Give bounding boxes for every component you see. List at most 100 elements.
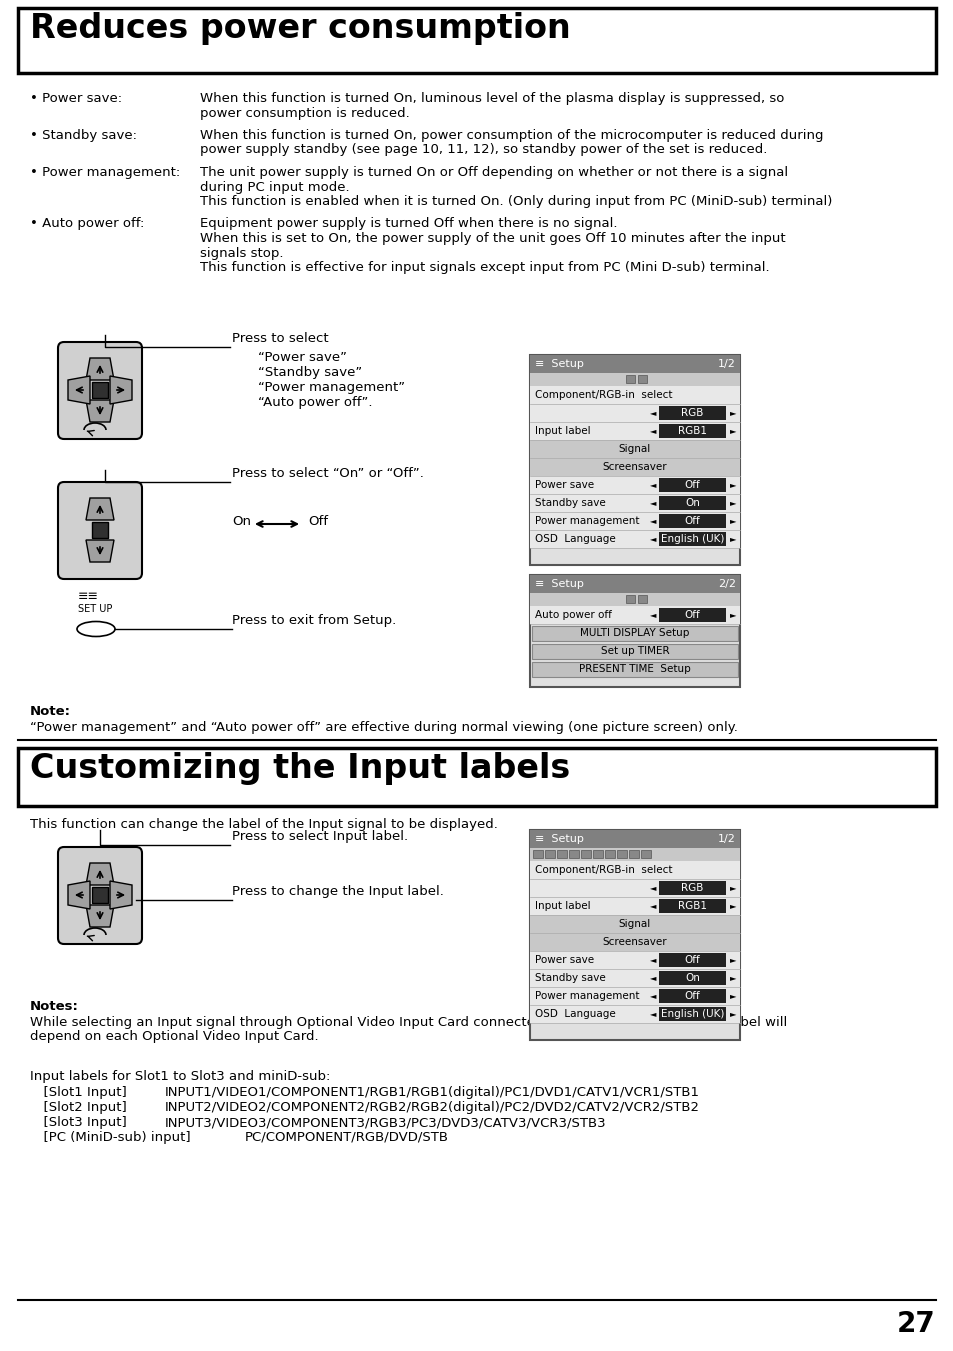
Polygon shape xyxy=(86,400,113,422)
Text: 1/2: 1/2 xyxy=(718,359,735,369)
Text: • Standby save:: • Standby save: xyxy=(30,128,137,142)
Text: [PC (MiniD-sub) input]: [PC (MiniD-sub) input] xyxy=(35,1131,191,1144)
Bar xyxy=(580,850,590,858)
Text: This function can change the label of the Input signal to be displayed.: This function can change the label of th… xyxy=(30,817,497,831)
Bar xyxy=(91,382,108,399)
Text: ◄: ◄ xyxy=(649,974,656,982)
Text: ►: ► xyxy=(729,499,736,508)
Text: [Slot1 Input]: [Slot1 Input] xyxy=(35,1086,127,1098)
Bar xyxy=(530,458,740,476)
Text: RGB: RGB xyxy=(680,408,703,417)
Text: “Auto power off”.: “Auto power off”. xyxy=(257,396,372,409)
Bar xyxy=(532,662,738,677)
Text: On: On xyxy=(232,515,251,528)
FancyBboxPatch shape xyxy=(58,482,142,580)
Text: “Power management” and “Auto power off” are effective during normal viewing (one: “Power management” and “Auto power off” … xyxy=(30,721,737,734)
Bar xyxy=(593,850,602,858)
Bar xyxy=(640,850,650,858)
Text: ►: ► xyxy=(729,955,736,965)
Text: power supply standby (see page 10, 11, 12), so standby power of the set is reduc: power supply standby (see page 10, 11, 1… xyxy=(200,143,766,157)
Text: ◄: ◄ xyxy=(649,499,656,508)
Text: RGB1: RGB1 xyxy=(678,426,706,436)
Bar xyxy=(659,478,725,492)
Bar xyxy=(659,1006,725,1021)
Bar xyxy=(533,850,542,858)
Bar xyxy=(530,880,740,897)
Bar xyxy=(530,386,740,404)
Text: ≡  Setup: ≡ Setup xyxy=(535,359,583,369)
Bar xyxy=(530,897,740,915)
Text: ►: ► xyxy=(729,408,736,417)
Text: Off: Off xyxy=(684,992,700,1001)
Bar xyxy=(530,494,740,512)
Text: ◄: ◄ xyxy=(649,901,656,911)
Text: RGB: RGB xyxy=(680,884,703,893)
Bar xyxy=(530,373,740,386)
Text: When this function is turned On, luminous level of the plasma display is suppres: When this function is turned On, luminou… xyxy=(200,92,783,105)
Ellipse shape xyxy=(77,621,115,636)
Bar xyxy=(530,951,740,969)
Text: depend on each Optional Video Input Card.: depend on each Optional Video Input Card… xyxy=(30,1029,318,1043)
Text: Component/RGB-in  select: Component/RGB-in select xyxy=(535,865,672,875)
Bar xyxy=(638,376,646,382)
Text: ≡  Setup: ≡ Setup xyxy=(535,834,583,844)
Text: PC/COMPONENT/RGB/DVD/STB: PC/COMPONENT/RGB/DVD/STB xyxy=(245,1131,449,1144)
Bar xyxy=(18,748,935,807)
Bar xyxy=(617,850,626,858)
Text: OSD  Language: OSD Language xyxy=(535,534,615,544)
Bar xyxy=(18,8,935,73)
Text: ◄: ◄ xyxy=(649,408,656,417)
Text: Power save: Power save xyxy=(535,955,594,965)
Text: Reduces power consumption: Reduces power consumption xyxy=(30,12,570,45)
Bar xyxy=(530,476,740,494)
Text: When this function is turned On, power consumption of the microcomputer is reduc: When this function is turned On, power c… xyxy=(200,128,822,142)
Polygon shape xyxy=(86,358,113,380)
Bar xyxy=(659,407,725,420)
Text: Press to select Input label.: Press to select Input label. xyxy=(232,830,408,843)
Text: • Power management:: • Power management: xyxy=(30,166,180,178)
Text: Note:: Note: xyxy=(30,705,71,717)
Text: ►: ► xyxy=(729,535,736,543)
Text: Off: Off xyxy=(684,611,700,620)
Text: power consumption is reduced.: power consumption is reduced. xyxy=(200,107,410,119)
Text: OSD  Language: OSD Language xyxy=(535,1009,615,1019)
Text: ◄: ◄ xyxy=(649,535,656,543)
Text: Screensaver: Screensaver xyxy=(602,462,666,471)
Bar xyxy=(530,576,740,688)
Text: during PC input mode.: during PC input mode. xyxy=(200,181,349,193)
Text: Notes:: Notes: xyxy=(30,1000,79,1013)
Text: PRESENT TIME  Setup: PRESENT TIME Setup xyxy=(578,663,690,674)
Text: ◄: ◄ xyxy=(649,955,656,965)
Bar xyxy=(530,607,740,624)
Polygon shape xyxy=(86,863,113,885)
Text: This function is enabled when it is turned On. (Only during input from PC (MiniD: This function is enabled when it is turn… xyxy=(200,195,832,208)
Bar xyxy=(530,848,740,861)
Text: Auto power off: Auto power off xyxy=(535,611,611,620)
Text: Power save: Power save xyxy=(535,480,594,490)
Bar xyxy=(659,898,725,913)
Text: 2/2: 2/2 xyxy=(718,580,735,589)
Polygon shape xyxy=(86,905,113,927)
Bar xyxy=(532,644,738,659)
Bar xyxy=(659,971,725,985)
Text: “Power management”: “Power management” xyxy=(257,381,405,394)
Text: On: On xyxy=(684,499,700,508)
FancyBboxPatch shape xyxy=(58,342,142,439)
Text: ►: ► xyxy=(729,427,736,435)
Bar xyxy=(659,496,725,509)
Text: 27: 27 xyxy=(897,1310,935,1337)
Text: MULTI DISPLAY Setup: MULTI DISPLAY Setup xyxy=(579,628,689,638)
Text: Off: Off xyxy=(308,515,328,528)
Bar xyxy=(659,608,725,621)
Text: ≡≡: ≡≡ xyxy=(78,590,99,603)
Bar xyxy=(625,376,635,382)
Bar xyxy=(659,532,725,546)
Text: Equipment power supply is turned Off when there is no signal.: Equipment power supply is turned Off whe… xyxy=(200,218,617,231)
Text: ►: ► xyxy=(729,974,736,982)
Text: On: On xyxy=(684,973,700,984)
Bar xyxy=(530,934,740,951)
Text: ►: ► xyxy=(729,516,736,526)
Text: INPUT2/VIDEO2/COMPONENT2/RGB2/RGB2(digital)/PC2/DVD2/CATV2/VCR2/STB2: INPUT2/VIDEO2/COMPONENT2/RGB2/RGB2(digit… xyxy=(165,1101,700,1115)
Text: ►: ► xyxy=(729,1009,736,1019)
Text: ►: ► xyxy=(729,884,736,893)
